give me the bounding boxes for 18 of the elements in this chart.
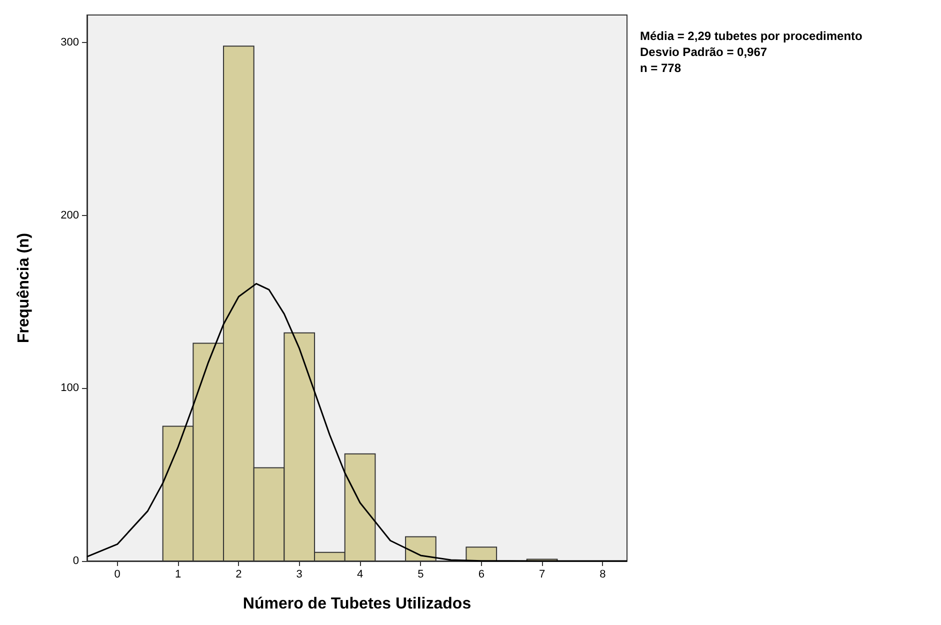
text: Desvio Padrão = 0,967 <box>640 45 768 59</box>
x-tick-label: 2 <box>236 568 242 580</box>
x-tick-label: 1 <box>174 568 182 580</box>
y-tick-label: 300 <box>60 36 79 49</box>
y-axis-title: Frequência (n) <box>16 232 32 344</box>
x-tick-label: 3 <box>296 568 302 580</box>
x-tick-label: 7 <box>538 568 546 580</box>
y-tick-label: 0 <box>72 555 79 567</box>
text: Média = 2,29 tubetes por procedimento <box>640 29 862 43</box>
text: n = 778 <box>640 61 682 75</box>
x-tick-label: 8 <box>600 568 606 580</box>
x-tick-label: 6 <box>478 568 484 580</box>
x-tick-label: 4 <box>356 568 364 580</box>
y-tick-label: 200 <box>60 209 79 222</box>
x-axis-title: Número de Tubetes Utilizados <box>242 596 472 612</box>
y-tick-label: 100 <box>60 382 79 394</box>
x-tick-label: 5 <box>418 568 424 580</box>
x-tick-label: 0 <box>114 568 120 580</box>
